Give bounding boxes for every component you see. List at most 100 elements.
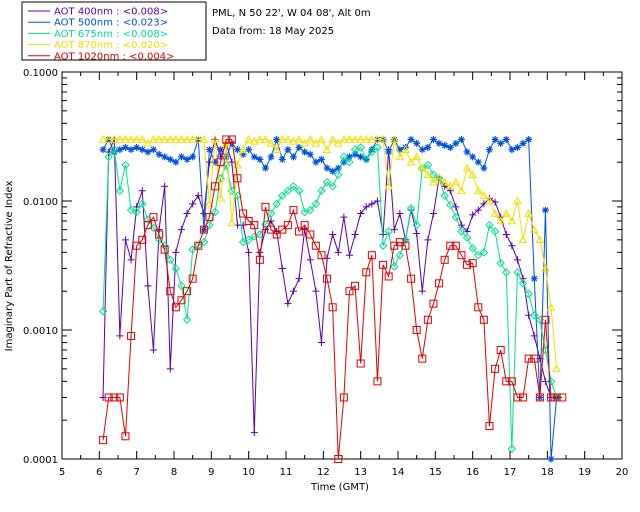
- series-line: [102, 137, 557, 433]
- data-point: [166, 287, 175, 296]
- data-point: [469, 211, 477, 219]
- data-point: [435, 279, 444, 288]
- data-point: [395, 251, 405, 260]
- x-tick-label: 14: [392, 467, 405, 478]
- data-point: [295, 275, 303, 283]
- data-point: [228, 158, 236, 166]
- data-point: [205, 199, 214, 208]
- data-point: [289, 182, 298, 191]
- data-point: [328, 182, 337, 191]
- data-point: [451, 241, 460, 250]
- data-point: [502, 230, 510, 238]
- axis-ticks: 5 6 7 8 9 10 11 12 13 14 15 16 17 18 19 20 0.0001 0.0010 0…: [23, 68, 628, 478]
- data-point: [177, 281, 186, 291]
- data-point: [452, 139, 460, 147]
- data-point: [160, 134, 170, 143]
- data-point: [513, 268, 522, 277]
- data-point: [256, 155, 264, 163]
- data-point: [508, 146, 516, 154]
- data-point: [177, 296, 186, 305]
- data-point: [311, 241, 320, 250]
- data-point: [423, 170, 433, 178]
- data-point: [205, 146, 213, 154]
- data-point: [188, 134, 198, 143]
- data-point: [418, 163, 427, 173]
- data-point: [423, 160, 433, 170]
- data-point: [154, 235, 164, 245]
- data-point: [418, 287, 426, 295]
- data-point: [155, 150, 163, 158]
- data-point: [193, 134, 203, 143]
- data-point: [306, 150, 314, 158]
- data-point: [357, 153, 365, 161]
- data-point: [216, 158, 225, 167]
- y-tick-label: 0.0010: [23, 326, 58, 337]
- data-point: [295, 143, 303, 151]
- data-point: [468, 244, 477, 253]
- data-point: [305, 134, 315, 143]
- data-point: [127, 331, 136, 340]
- data-point: [362, 155, 371, 164]
- x-tick-label: 7: [133, 467, 139, 478]
- data-point: [362, 203, 370, 211]
- data-point: [367, 147, 377, 157]
- data-point: [462, 163, 472, 172]
- x-tick-label: 15: [429, 467, 442, 478]
- data-point: [361, 134, 371, 143]
- data-point: [384, 181, 394, 190]
- y-tick-label: 0.0001: [23, 455, 58, 466]
- data-point: [138, 146, 146, 154]
- data-point: [211, 158, 219, 166]
- data-point: [441, 182, 449, 190]
- data-point: [144, 282, 152, 290]
- data-point: [351, 281, 360, 290]
- data-point: [339, 134, 349, 143]
- x-tick-label: 16: [466, 467, 479, 478]
- data-point: [401, 241, 410, 250]
- data-point: [497, 139, 505, 147]
- data-point: [491, 364, 500, 373]
- data-point: [373, 197, 381, 205]
- data-point: [317, 134, 326, 143]
- data-point: [356, 143, 365, 152]
- data-point: [98, 306, 108, 316]
- x-tick-label: 5: [59, 467, 65, 478]
- data-point: [547, 393, 556, 402]
- data-point: [205, 220, 214, 230]
- data-point: [345, 251, 353, 259]
- data-point: [530, 354, 539, 363]
- data-point: [306, 230, 315, 239]
- data-point: [311, 199, 321, 209]
- data-point: [301, 148, 309, 156]
- data-point: [133, 143, 141, 151]
- data-point: [368, 200, 376, 208]
- data-point: [121, 160, 130, 170]
- data-point: [350, 134, 360, 143]
- data-point: [171, 264, 181, 273]
- data-point: [283, 221, 292, 230]
- data-point: [479, 315, 488, 324]
- data-point: [457, 186, 466, 195]
- legend-entry: AOT 870nm : <0.020>: [54, 40, 168, 51]
- data-point: [401, 143, 409, 151]
- data-point: [149, 213, 158, 222]
- series-layer: [98, 134, 567, 463]
- data-point: [502, 377, 511, 386]
- data-point: [115, 186, 125, 195]
- data-point: [490, 208, 500, 217]
- data-point: [289, 153, 297, 161]
- legend-entry: AOT 1020nm : <0.004>: [54, 51, 174, 62]
- data-point: [474, 206, 482, 214]
- y-axis-label: Imaginary Part of Refractive Index: [4, 181, 15, 352]
- data-point: [407, 274, 416, 283]
- data-point: [502, 268, 511, 277]
- data-point: [245, 248, 253, 256]
- data-point: [323, 274, 332, 283]
- data-point: [250, 221, 259, 230]
- data-point: [535, 235, 545, 244]
- data-point: [480, 164, 488, 172]
- data-point: [546, 302, 556, 311]
- data-point: [413, 229, 421, 237]
- data-point: [104, 134, 114, 143]
- data-point: [440, 177, 450, 186]
